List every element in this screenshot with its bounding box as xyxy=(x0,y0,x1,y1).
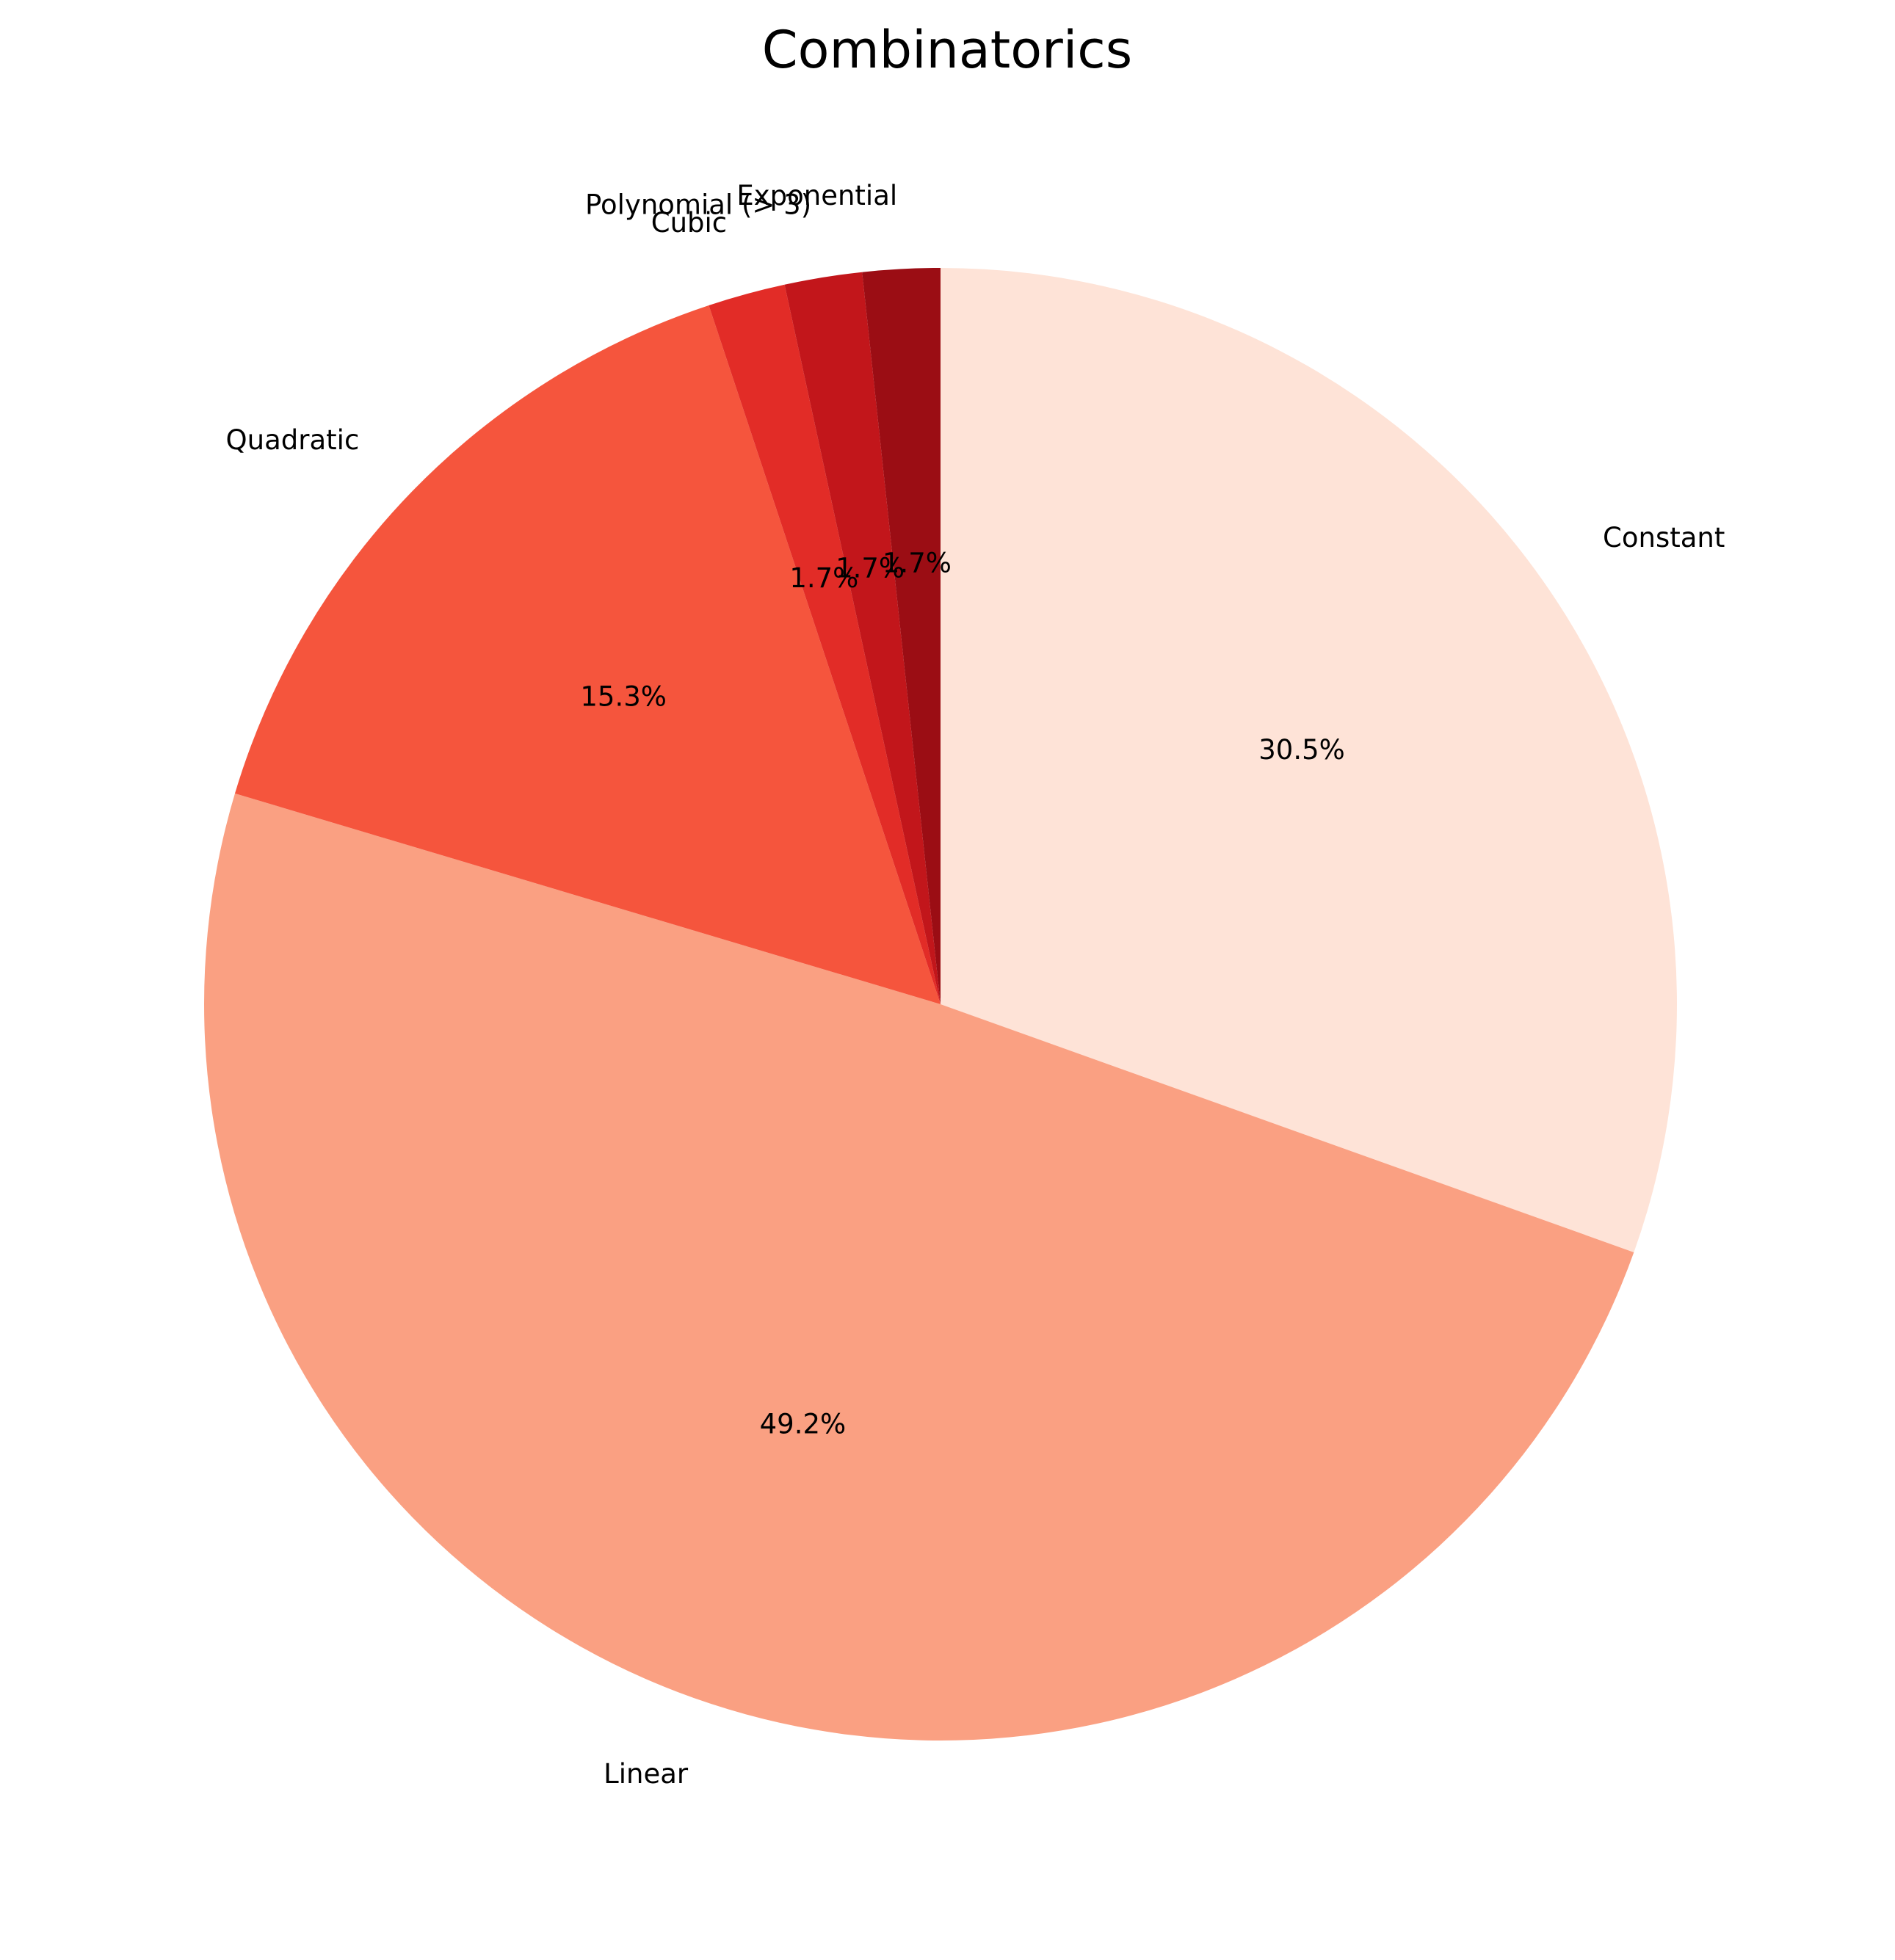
pie-labels: Constant 30.5% Linear 49.2% Quadratic 15.3% Cu… xyxy=(226,180,1725,1790)
slice-label-polynomial-3: Polynomial (> 3) xyxy=(585,189,811,220)
pie-slice-constant xyxy=(941,268,1677,1252)
pie-slice-exponential xyxy=(862,268,941,1004)
slice-label-exponential: Exponential xyxy=(736,180,897,211)
slice-label-quadratic: Quadratic xyxy=(226,424,360,456)
slice-label-constant: Constant xyxy=(1603,522,1725,553)
pct-label-polynomial-3: 1.7% xyxy=(836,552,905,584)
pct-label-linear: 49.2% xyxy=(760,1408,847,1440)
slice-label-linear: Linear xyxy=(604,1758,689,1790)
pie-slice-cubic xyxy=(709,284,941,1004)
pct-label-constant: 30.5% xyxy=(1258,734,1345,766)
pie-slices xyxy=(204,268,1677,1741)
pie-slice-quadratic xyxy=(234,305,941,1005)
pct-label-quadratic: 15.3% xyxy=(580,680,667,712)
pct-label-exponential: 1.7% xyxy=(883,548,952,579)
pie-slice-polynomial-3 xyxy=(784,272,941,1004)
pct-label-cubic: 1.7% xyxy=(789,562,858,594)
chart-title: Combinatorics xyxy=(762,20,1133,80)
pie-slice-linear xyxy=(204,793,1634,1741)
slice-label-cubic: Cubic xyxy=(651,207,727,239)
